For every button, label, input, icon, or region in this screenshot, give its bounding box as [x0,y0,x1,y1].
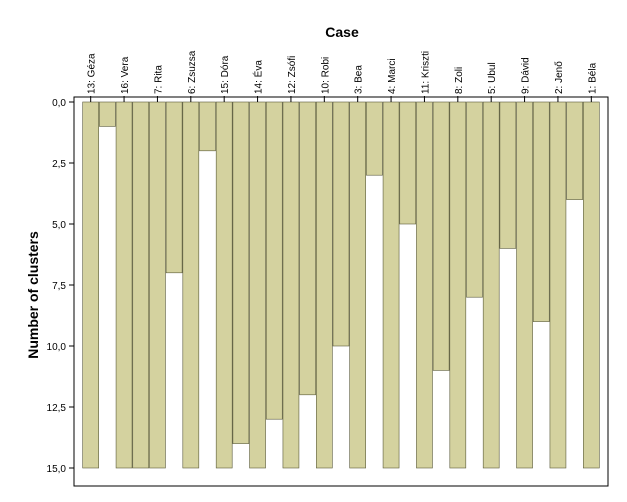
case-label: 1: Béla [587,62,598,94]
case-bar [316,101,333,469]
case-label: 2: Jenő [554,61,565,94]
tick-label-layer: 0,0 2,5 5,0 7,5 10,0 12,5 15,0 13: Géza 16: Vera… [47,50,599,475]
case-label: 7: Rita [153,65,164,94]
y-tick-label: 2,5 [52,159,66,170]
join-bar [366,101,383,176]
case-bar [449,101,467,469]
case-label: 16: Vera [120,56,131,94]
case-label: 9: Dávid [521,57,532,94]
case-label: 6: Zsuzsa [187,50,198,94]
case-bar [182,101,200,469]
case-bar [382,101,400,469]
case-label: 15: Dóra [220,55,231,94]
join-bar [566,101,583,200]
case-label: 13: Géza [87,53,98,94]
y-tick-label: 5,0 [52,220,66,231]
case-bar [82,101,99,469]
case-bar [516,101,533,469]
y-tick-label: 12,5 [47,403,67,414]
x-axis-title: Case [325,24,359,40]
case-bar [282,101,300,469]
case-bar [115,101,133,469]
case-bar [416,101,433,469]
join-bar [265,101,283,420]
join-bar [132,101,150,469]
case-bar [249,101,266,469]
y-axis-title: Number of clusters [25,231,41,359]
case-bar [482,101,500,469]
join-bar [232,101,250,444]
y-tick-label: 0,0 [52,98,66,109]
y-tick-label: 10,0 [47,342,67,353]
case-bar [215,101,233,469]
case-label: 3: Bea [354,65,365,94]
join-bar [532,101,550,322]
join-bar [165,101,183,274]
join-bar [466,101,483,298]
case-label: 5: Ubul [487,62,498,94]
y-tick-label: 7,5 [52,281,66,292]
join-bar [432,101,450,371]
case-bar [549,101,567,469]
case-label: 8: Zoli [454,67,465,94]
case-bar [583,101,600,469]
join-bar [299,101,316,396]
case-bar [349,101,366,469]
case-label: 12: Zsófi [287,56,298,94]
join-bar [332,101,350,347]
case-bar [149,101,166,469]
case-label: 11: Kriszti [420,51,431,94]
case-label: 14: Éva [252,60,265,94]
axis-layer [69,96,592,486]
join-bar [99,101,116,127]
join-bar [199,101,216,152]
join-bar [499,101,517,249]
case-label: 10: Robi [320,57,331,94]
join-bar [399,101,417,225]
case-label: 4: Marci [387,58,398,94]
y-tick-label: 15,0 [47,464,67,475]
plot-layer [73,96,609,487]
